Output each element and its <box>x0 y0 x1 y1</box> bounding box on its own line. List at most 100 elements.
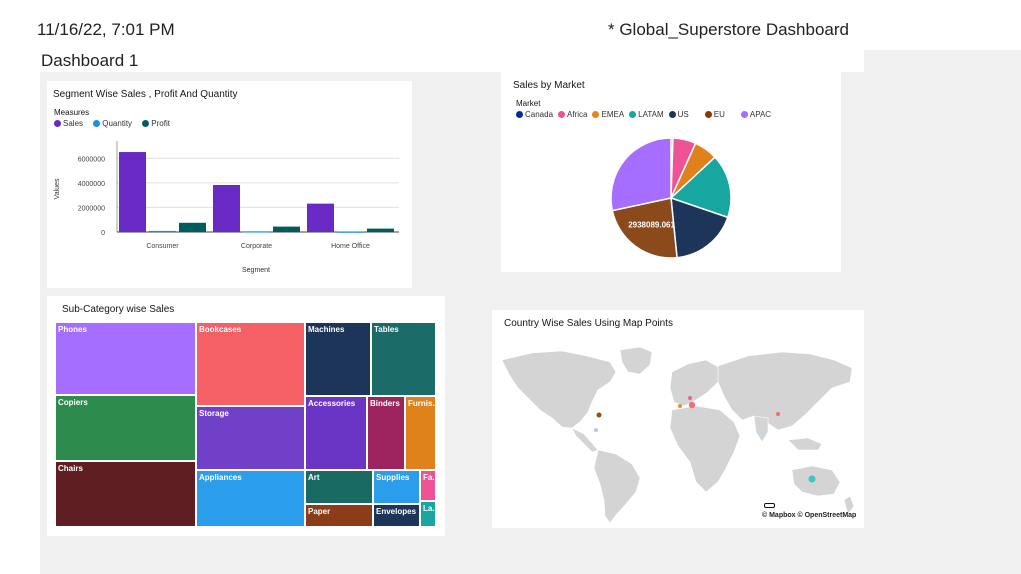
pie-slice-us[interactable] <box>670 196 729 259</box>
legend-item-profit[interactable]: Profit <box>142 119 170 128</box>
map-points <box>594 396 816 483</box>
map-point[interactable] <box>760 430 764 434</box>
treemap-cell-furnis[interactable]: Furnis... <box>405 396 436 470</box>
treemap-cell-label: Accessories <box>308 399 356 408</box>
treemap-cell-bookcases[interactable]: Bookcases <box>196 322 305 406</box>
legend-label: Sales <box>63 119 84 128</box>
legend-dot <box>93 120 101 127</box>
legend-item-africa[interactable]: Africa <box>558 110 587 119</box>
map-point[interactable] <box>808 475 816 483</box>
canvas-header-band <box>40 50 864 72</box>
legend-dot <box>740 111 748 118</box>
segment-chart-legend: Measures Sales Quantity Profit <box>54 108 178 128</box>
market-chart-card[interactable]: Sales by Market Market Canada Africa EMEA L… <box>501 72 841 272</box>
y-tick-label: 0 <box>101 230 105 237</box>
segment-legend-title: Measures <box>54 108 90 117</box>
bar-home-office-sales[interactable] <box>307 203 334 232</box>
map-point[interactable] <box>776 412 780 416</box>
treemap-cell-label: Art <box>308 473 320 482</box>
legend-label: Quantity <box>102 119 133 128</box>
bar-home-office-quantity[interactable] <box>337 231 364 233</box>
y-axis-label: Values <box>54 178 61 199</box>
treemap-cell-machines[interactable]: Machines <box>305 322 371 396</box>
southeast-asia-islands <box>787 437 823 451</box>
map-attribution[interactable]: © Mapbox © OpenStreetMap <box>762 512 857 519</box>
legend-item-canada[interactable]: Canada <box>516 110 553 119</box>
treemap-cell-binders[interactable]: Binders <box>367 396 405 470</box>
legend-dot <box>592 111 600 118</box>
map-point[interactable] <box>594 428 598 432</box>
map-point[interactable] <box>688 396 692 400</box>
india-landmass <box>753 415 769 443</box>
treemap-cell-label: La... <box>423 504 435 513</box>
treemap-cell-paper[interactable]: Paper <box>305 504 373 527</box>
legend-dot <box>558 111 566 118</box>
segment-bar-chart[interactable]: 0 2000000 4000000 6000000 Values Segment Consu… <box>47 81 412 288</box>
australia-landmass <box>791 465 841 497</box>
treemap-cell-label: Chairs <box>58 464 83 473</box>
bar-home-office-profit[interactable] <box>367 228 394 232</box>
x-axis-label: Segment <box>242 267 270 274</box>
pie-slice-eu[interactable] <box>611 197 678 259</box>
segment-chart-title: Segment Wise Sales , Profit And Quantity <box>53 89 238 100</box>
treemap-cell-fa[interactable]: Fa... <box>420 470 436 501</box>
map-point[interactable] <box>678 404 682 408</box>
treemap-cell-label: Furnis... <box>408 399 435 408</box>
legend-dot <box>668 111 676 118</box>
y-tick-label: 2000000 <box>78 205 105 212</box>
treemap-cell-tables[interactable]: Tables <box>371 322 436 396</box>
world-map[interactable] <box>492 310 864 528</box>
x-tick-label: Corporate <box>241 243 272 250</box>
treemap-cell-supplies[interactable]: Supplies <box>373 470 420 504</box>
y-tick-label: 6000000 <box>78 156 105 163</box>
dashboard-title: * Global_Superstore Dashboard <box>608 20 849 39</box>
treemap-cell-label: Fa... <box>423 473 435 482</box>
subcategory-chart-card[interactable]: Sub-Category wise Sales Phones Copiers Cha… <box>47 296 445 536</box>
land-masses <box>501 346 855 524</box>
legend-label: APAC <box>749 110 772 119</box>
legend-item-latam[interactable]: LATAM <box>629 110 664 119</box>
bar-consumer-profit[interactable] <box>179 222 206 232</box>
treemap-cell-copiers[interactable]: Copiers <box>55 395 196 461</box>
bar-corporate-profit[interactable] <box>273 226 300 232</box>
timestamp: 11/16/22, 7:01 PM <box>37 20 175 39</box>
legend-dot <box>629 111 637 118</box>
subcategory-treemap[interactable]: Phones Copiers Chairs Bookcases Storage Appli… <box>47 296 445 536</box>
map-point[interactable] <box>688 401 696 409</box>
map-chart-card[interactable]: Country Wise Sales Using Map Points <box>492 310 864 528</box>
north-america-landmass <box>501 350 617 429</box>
pie-slice-apac[interactable] <box>610 137 672 212</box>
new-zealand-landmass <box>843 495 855 515</box>
treemap-cell-accessories[interactable]: Accessories <box>305 396 367 470</box>
segment-chart-card[interactable]: Segment Wise Sales , Profit And Quantity… <box>47 81 412 288</box>
bar-consumer-quantity[interactable] <box>149 230 176 233</box>
market-chart-title: Sales by Market <box>513 80 585 91</box>
treemap-cell-label: Supplies <box>376 473 410 482</box>
legend-item-eu[interactable]: EU <box>704 110 725 119</box>
legend-item-apac[interactable]: APAC <box>740 110 772 119</box>
treemap-cell-storage[interactable]: Storage <box>196 406 305 470</box>
map-chart-title: Country Wise Sales Using Map Points <box>504 318 673 329</box>
legend-item-quantity[interactable]: Quantity <box>93 119 132 128</box>
legend-item-sales[interactable]: Sales <box>54 119 83 128</box>
treemap-cell-la[interactable]: La... <box>420 501 436 527</box>
map-point[interactable] <box>596 412 602 418</box>
dashboard-tab-name[interactable]: Dashboard 1 <box>41 51 139 70</box>
south-america-landmass <box>593 449 641 524</box>
central-america-landmass <box>571 427 599 453</box>
treemap-cell-phones[interactable]: Phones <box>55 322 196 395</box>
bar-corporate-sales[interactable] <box>213 185 240 232</box>
treemap-cell-appliances[interactable]: Appliances <box>196 470 305 527</box>
bar-corporate-quantity[interactable] <box>243 231 270 233</box>
legend-item-emea[interactable]: EMEA <box>592 110 624 119</box>
x-tick-label: Home Office <box>331 243 370 250</box>
market-pie-chart[interactable]: 2938089.061 <box>501 72 841 272</box>
y-tick-label: 4000000 <box>78 181 105 188</box>
asia-landmass <box>717 351 853 431</box>
legend-item-us[interactable]: US <box>668 110 689 119</box>
bar-consumer-sales[interactable] <box>119 152 146 232</box>
treemap-cell-label: Phones <box>58 325 87 334</box>
treemap-cell-chairs[interactable]: Chairs <box>55 461 196 527</box>
treemap-cell-envelopes[interactable]: Envelopes <box>373 504 420 527</box>
treemap-cell-art[interactable]: Art <box>305 470 373 504</box>
